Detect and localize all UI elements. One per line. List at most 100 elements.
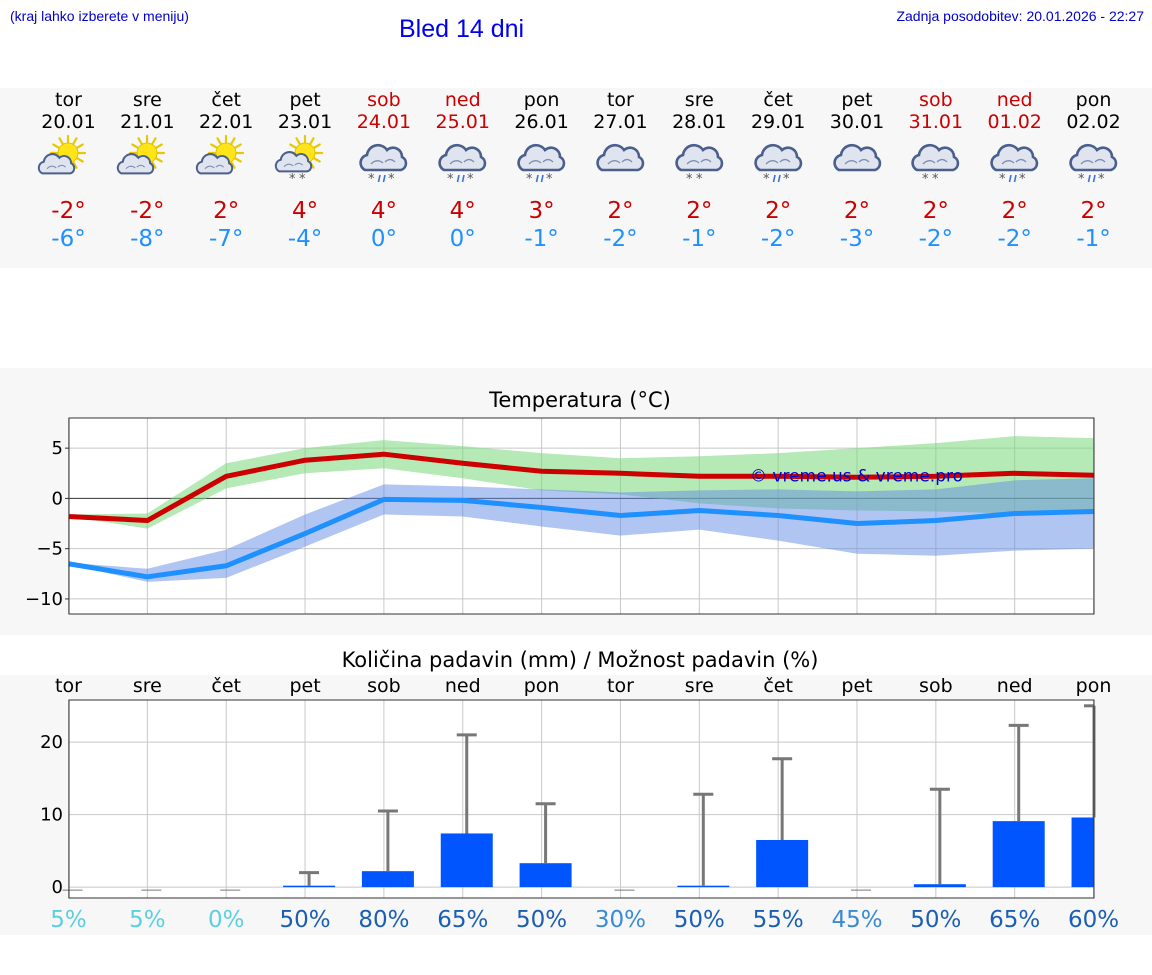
max-temp: 2° xyxy=(607,198,634,224)
cloud-sleet-icon: * * xyxy=(1069,143,1118,187)
snowflake-mark: * xyxy=(388,172,395,187)
date-label: 29.01 xyxy=(750,111,806,133)
cloud-shape xyxy=(990,143,1039,172)
max-temp: 2° xyxy=(1001,198,1028,224)
precipitation-bar xyxy=(440,833,493,888)
cloud-sleet-icon: * * xyxy=(1065,138,1121,187)
date-label: 31.01 xyxy=(908,111,964,133)
weekday-label: pet xyxy=(841,89,873,111)
plot-frame xyxy=(68,417,1095,615)
snowflake-mark: * xyxy=(783,172,790,187)
weekday-label: sre xyxy=(684,89,714,111)
cloud-snow-icon: * * xyxy=(671,138,727,187)
snowflake-mark: * xyxy=(932,172,939,187)
day-column: čet 22.01 2° -7° xyxy=(187,88,266,268)
watermark-text: © vreme.us & vreme.pro xyxy=(750,466,963,486)
cloud-icon xyxy=(829,138,885,184)
cloud-shape xyxy=(116,153,155,175)
raindrop-mark xyxy=(777,174,781,183)
snowflake-mark: * xyxy=(546,172,553,187)
raindrop-mark xyxy=(772,174,776,183)
x-tick-label: pet xyxy=(841,675,872,697)
cloud-shape xyxy=(438,143,487,172)
y-tick-label: −5 xyxy=(36,539,63,560)
precipitation-chance-label: 0% xyxy=(208,907,245,933)
min-temp: -1° xyxy=(524,226,559,252)
cloud-shape xyxy=(596,143,645,172)
cloud-shape xyxy=(1069,143,1118,172)
max-temp: 3° xyxy=(528,198,555,224)
raindrop-mark xyxy=(1008,174,1012,183)
y-tick-label: 20 xyxy=(40,732,63,753)
raindrop-mark xyxy=(535,174,539,183)
location-hint: (kraj lahko izberete v meniju) xyxy=(10,8,189,24)
date-label: 25.01 xyxy=(435,111,490,133)
temperature-chart-title: Temperatura (°C) xyxy=(489,388,671,412)
snowflake-mark: * xyxy=(467,172,474,187)
min-temp: -2° xyxy=(918,226,954,252)
cloud-sleet-icon: * * xyxy=(517,143,566,187)
max-temp: 2° xyxy=(765,198,792,224)
sun-cloud-icon xyxy=(37,134,96,184)
precipitation-chance-label: 50% xyxy=(910,907,961,933)
max-temp: -2° xyxy=(51,198,86,224)
weekday-label: čet xyxy=(211,89,241,111)
day-column: ned 01.02 * * 2° -2° xyxy=(975,88,1054,268)
cloud-sleet-icon: * * xyxy=(753,143,802,187)
max-temp: 2° xyxy=(213,198,240,224)
date-label: 02.02 xyxy=(1066,111,1121,133)
raindrop-mark xyxy=(456,174,461,183)
x-tick-label: sob xyxy=(919,675,953,697)
cloud-icon xyxy=(592,138,648,184)
x-tick-label: tor xyxy=(607,675,634,697)
raindrop-mark xyxy=(378,174,382,183)
snowflake-mark: * xyxy=(1019,172,1026,187)
sun-cloud-icon xyxy=(195,134,254,184)
max-temp: 2° xyxy=(843,198,871,224)
precipitation-chance-label: 65% xyxy=(437,907,488,933)
precipitation-bar xyxy=(913,884,966,888)
snowflake-mark: * xyxy=(686,172,693,187)
weekday-label: ned xyxy=(996,89,1033,111)
x-tick-label: sre xyxy=(685,675,714,697)
snowflake-mark: * xyxy=(299,172,306,187)
min-temp: 0° xyxy=(449,226,476,252)
date-label: 24.01 xyxy=(356,111,412,133)
day-column: pon 02.02 * * 2° -1° xyxy=(1054,88,1133,268)
raindrop-mark xyxy=(383,174,387,183)
snowflake-mark: * xyxy=(368,172,375,187)
min-temp: -2° xyxy=(760,226,796,252)
cloud-icon xyxy=(596,143,645,172)
date-label: 27.01 xyxy=(593,111,648,133)
precipitation-bar xyxy=(992,821,1045,888)
cloud-sleet-icon: * * xyxy=(438,143,487,187)
raindrop-mark xyxy=(540,174,544,183)
cloud-shape xyxy=(675,143,724,172)
x-tick-label: pon xyxy=(524,675,560,697)
cloud-snow-icon: * * xyxy=(911,143,960,187)
day-column: sob 31.01 * * 2° -2° xyxy=(896,88,975,268)
weekday-label: ned xyxy=(444,89,481,111)
weekday-label: sob xyxy=(367,89,401,111)
day-column: sre 28.01 * * 2° -1° xyxy=(660,88,739,268)
max-temp: -2° xyxy=(130,198,165,224)
min-temp: -7° xyxy=(208,226,244,252)
max-temp: 2° xyxy=(922,198,949,224)
cloud-sleet-icon: * * xyxy=(359,143,408,187)
sun-cloud-icon xyxy=(116,134,175,184)
min-temperature-line xyxy=(68,496,1094,580)
snowflake-mark: * xyxy=(289,172,296,187)
max-temperature-line xyxy=(68,451,1094,524)
snowflake-mark: * xyxy=(1098,172,1105,187)
sun-cloud-icon xyxy=(195,134,244,175)
min-temp: -8° xyxy=(130,226,165,252)
y-tick-label: −10 xyxy=(25,589,63,610)
precipitation-chance-label: 30% xyxy=(595,907,646,933)
sun-cloud-icon xyxy=(37,134,87,175)
sun-cloud-snow-icon: * * xyxy=(274,134,333,187)
precipitation-bar xyxy=(677,885,730,888)
precipitation-chance-label: 65% xyxy=(989,907,1040,933)
precipitation-bar xyxy=(519,863,572,888)
raindrop-mark xyxy=(1087,174,1091,183)
weekday-label: pon xyxy=(1075,89,1112,111)
